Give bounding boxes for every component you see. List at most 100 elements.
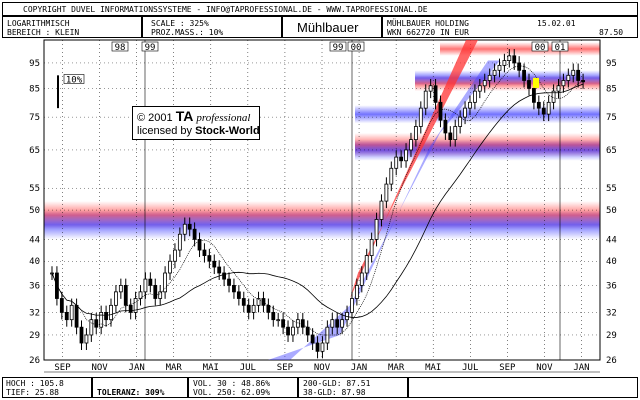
candle-body-41 [251,304,256,313]
candle-body-107 [576,69,581,81]
candle-body-94 [512,55,517,64]
candle-body-22 [158,291,163,299]
title-box: Mühlbauer [282,16,382,38]
candle-body-81 [448,132,453,140]
ytick-left-65: 65 [29,146,40,156]
license-brand-ta: TA [175,108,194,124]
candle-body-8 [89,319,94,336]
candle-body-33 [212,260,217,268]
ytick-right-32: 32 [606,308,617,318]
ytick-left-32: 32 [29,308,40,318]
candle-body-34 [217,266,222,274]
ytick-left-75: 75 [29,113,40,123]
ytick-right-36: 36 [606,281,617,291]
candle-body-25 [173,249,177,262]
candle-body-50 [295,319,300,328]
candle-body-12 [109,304,113,321]
candle-body-98 [532,88,536,103]
ytick-right-95: 95 [606,59,617,69]
candle-body-38 [236,291,241,299]
candle-body-35 [222,272,227,280]
year-marker-4: 00 [535,43,546,53]
candle-body-73 [409,139,413,151]
ytick-right-65: 65 [606,146,617,156]
candle-body-42 [256,298,261,306]
candle-body-65 [369,238,374,256]
date-label: 15.02.01 [537,19,576,28]
candle-body-45 [271,311,276,321]
ytick-left-44: 44 [29,235,40,245]
ytick-left-55: 55 [29,184,40,194]
ma-short-line [51,65,584,336]
candle-body-16 [128,304,133,313]
footer-volatility: VOL. 30 : 48.86% VOL. 250: 62.09% [188,377,298,398]
vol30-label: VOL. 30 : 48.86% [193,379,271,388]
candle-body-108 [581,80,585,83]
toleranz-label: TOLERANZ: 309% [97,388,165,397]
ytick-left-85: 85 [29,84,40,94]
xtick-10: MAI [425,363,441,373]
candle-body-5 [74,304,79,328]
candle-body-95 [517,62,522,71]
candle-body-14 [118,284,123,293]
candle-body-66 [374,219,379,240]
candle-body-44 [266,304,271,313]
band-4 [355,105,600,124]
candle-body-26 [177,233,182,251]
xtick-1: NOV [91,363,108,373]
candle-body-78 [433,85,438,103]
year-marker-5: 01 [555,43,566,53]
year-marker-box-5 [551,41,569,52]
candle-body-13 [114,291,118,306]
candle-body-76 [423,90,428,109]
ytick-left-29: 29 [29,331,40,341]
ytick-left-50: 50 [29,206,40,216]
candle-body-19 [143,278,148,293]
candle-body-99 [536,101,541,109]
candle-body-18 [138,291,143,299]
candle-body-20 [148,278,153,286]
ytick-right-55: 55 [606,184,617,194]
header-info-right: MÜHLBAUER HOLDING WKN 662720 IN EUR 15.0… [382,16,638,38]
candle-body-58 [335,319,340,328]
copyright-text: COPYRIGHT DUVEL INFORMATIONSSYSTEME - IN… [23,5,428,14]
candle-body-85 [468,101,472,109]
year-marker-box-3 [347,41,365,52]
candle-body-36 [227,278,231,286]
candle-body-75 [418,107,423,127]
ytick-left-40: 40 [29,257,40,267]
candle-body-24 [168,260,172,274]
candle-body-57 [330,319,335,328]
candle-body-29 [192,228,197,240]
xtick-2: JAN [129,363,145,373]
ytick-left-95: 95 [29,59,40,69]
candle-body-102 [551,90,556,103]
candle-body-101 [546,101,551,115]
scale-label: SCALE : 325% [151,19,209,28]
xtick-11: JUL [462,363,478,373]
candle-body-4 [69,304,74,321]
candle-body-100 [541,107,546,115]
range-label: BEREICH : KLEIN [7,28,80,37]
candle-body-69 [389,167,394,185]
company-name: MÜHLBAUER HOLDING [387,19,469,28]
year-marker-1: 99 [145,43,156,53]
candle-body-30 [197,238,202,251]
candle-body-82 [453,126,458,140]
candle-body-103 [556,85,561,92]
header-info-mid: SCALE : 325% PROZ.MASS.: 10% [142,16,282,38]
candle-body-63 [359,272,364,286]
license-stockworld: Stock-World [195,125,260,137]
candle-body-9 [94,319,99,328]
prozmass-label: PROZ.MASS.: 10% [151,28,224,37]
ytick-left-36: 36 [29,281,40,291]
candle-body-80 [443,119,448,134]
ma-long-line [51,83,584,318]
ytick-right-40: 40 [606,257,617,267]
xtick-9: MAR [388,363,405,373]
year-marker-0: 98 [115,43,126,53]
xtick-0: SEP [54,363,71,373]
xtick-14: JAN [573,363,589,373]
year-marker-box-4 [531,41,549,52]
xtick-4: MAI [203,363,219,373]
